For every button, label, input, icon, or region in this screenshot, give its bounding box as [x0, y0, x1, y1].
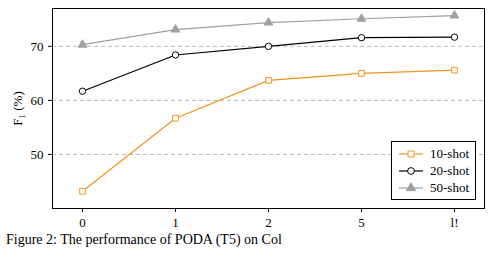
- svg-text:50: 50: [31, 147, 44, 162]
- html-text:10-shot: 10-shot: [430, 145, 469, 161]
- svg-text:5: 5: [358, 215, 365, 230]
- html-text:20-shot: 20-shot: [430, 162, 469, 178]
- svg-text:2: 2: [265, 215, 272, 230]
- svg-text:70: 70: [31, 38, 44, 53]
- html-text:Figure 2: The performance of P: Figure 2: The performance of PODA (T5) o…: [6, 232, 282, 247]
- svg-text:1: 1: [172, 215, 179, 230]
- svg-text:60: 60: [31, 93, 44, 108]
- svg-text:F₁ (%): F₁ (%): [10, 91, 25, 126]
- svg-text:l!: l!: [451, 215, 459, 230]
- html-text:50-shot: 50-shot: [430, 179, 469, 195]
- svg-text:0: 0: [79, 215, 86, 230]
